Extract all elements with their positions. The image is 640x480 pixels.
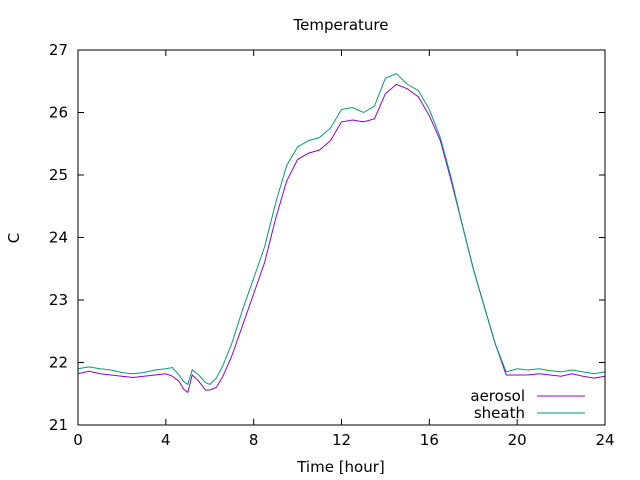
x-tick-label: 16 [420, 431, 439, 449]
x-tick-label: 12 [332, 431, 351, 449]
y-tick-label: 21 [49, 416, 68, 434]
legend-label-aerosol: aerosol [470, 387, 525, 405]
ticks-layer: 0 4 8 12 16 20 24 21 22 23 24 25 26 27 [49, 41, 615, 449]
y-tick-label: 23 [49, 291, 68, 309]
x-tick-label: 0 [73, 431, 83, 449]
y-tick-label: 22 [49, 354, 68, 372]
y-axis-label: C [5, 233, 23, 243]
x-tick-label: 8 [249, 431, 259, 449]
x-tick-label: 20 [508, 431, 527, 449]
x-tick-label: 4 [161, 431, 171, 449]
x-axis-label: Time [hour] [296, 458, 385, 476]
series-line-aerosol [77, 83, 606, 394]
legend-label-sheath: sheath [474, 404, 525, 422]
series-line-sheath [77, 73, 606, 386]
x-tick-label: 24 [595, 431, 614, 449]
y-tick-label: 24 [49, 229, 68, 247]
plot-frame [77, 49, 606, 426]
y-tick-label: 25 [49, 166, 68, 184]
series-layer [77, 73, 606, 394]
y-tick-label: 26 [49, 104, 68, 122]
y-tick-label: 27 [49, 41, 68, 59]
chart-title: Temperature [292, 16, 388, 34]
